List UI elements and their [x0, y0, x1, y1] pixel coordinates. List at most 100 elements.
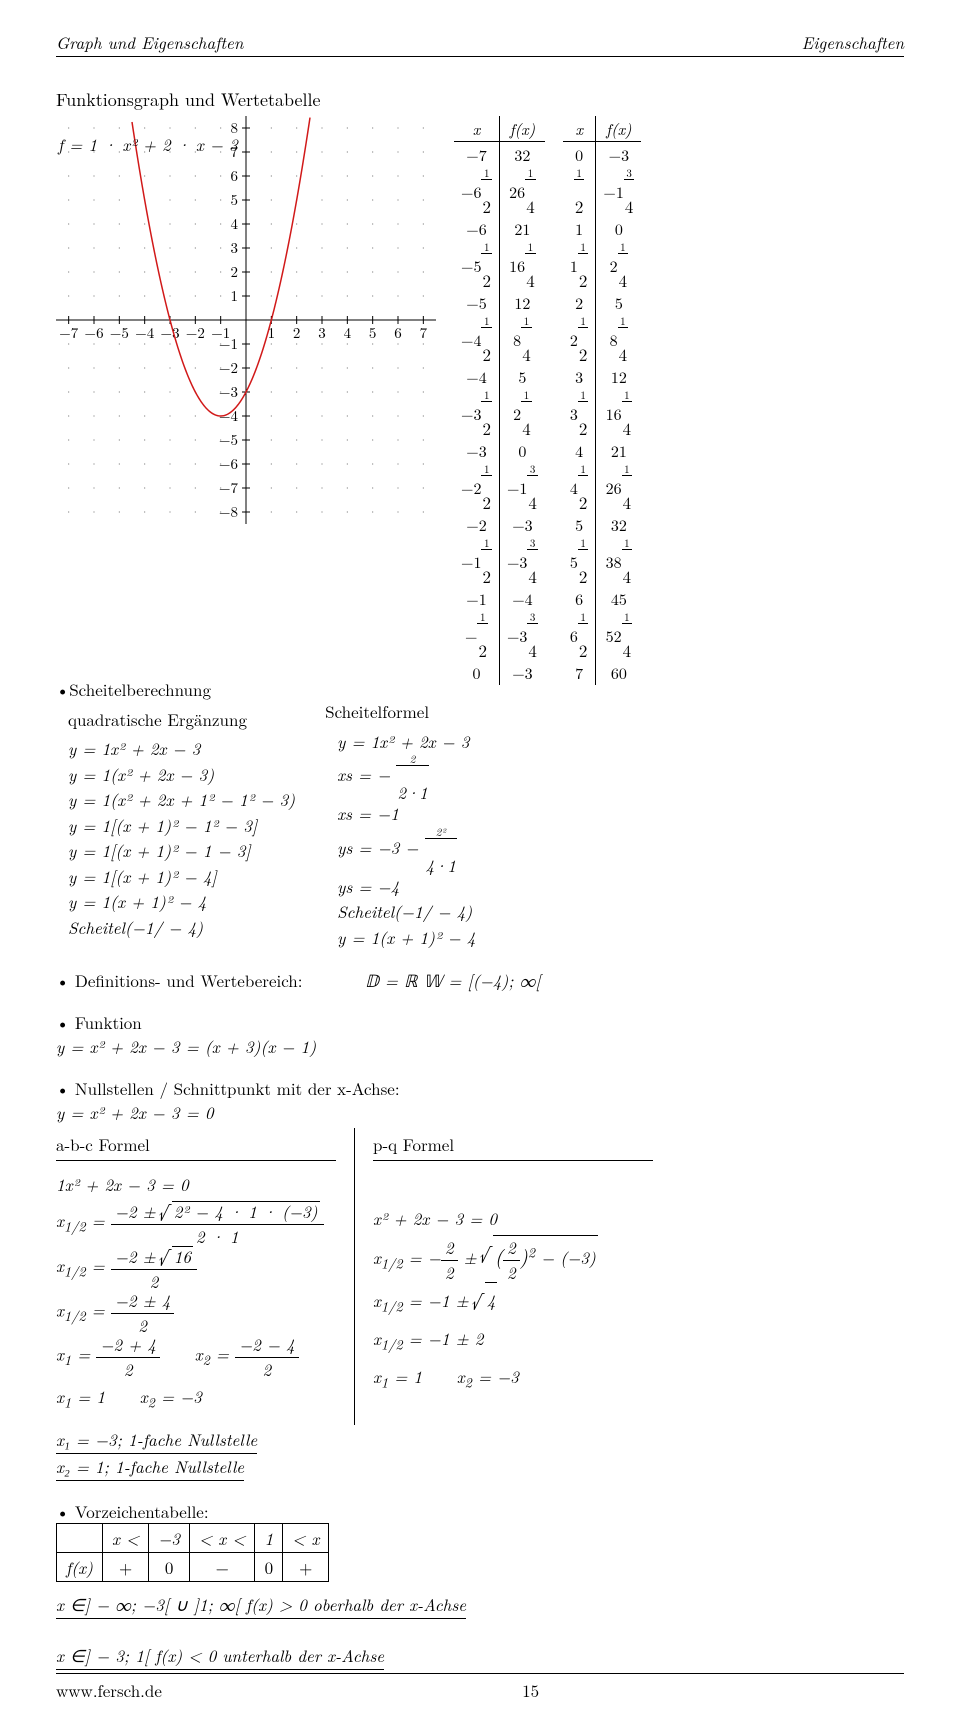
- table1-head-x: x: [454, 116, 499, 142]
- table-cell: 1614: [499, 241, 544, 290]
- svg-text:1: 1: [230, 285, 238, 306]
- table-cell: −2: [454, 512, 499, 537]
- derivation-line: y = 1(x² + 2x − 3): [68, 762, 295, 788]
- table2-head-x: x: [563, 116, 596, 142]
- svg-text:−7: −7: [219, 477, 239, 498]
- table-cell: 0: [499, 438, 544, 463]
- value-table-2: x f(x) 0−312−134101122142521281431231216…: [563, 116, 641, 685]
- derivation-line: xs = −1: [337, 801, 475, 827]
- derivation-line: ys = −4: [337, 874, 475, 900]
- svg-text:−1: −1: [219, 333, 238, 354]
- table-cell: −212: [454, 463, 499, 512]
- table-cell: −3: [499, 660, 544, 685]
- table2-head-fx: f(x): [596, 116, 641, 142]
- svg-text:−4: −4: [135, 322, 155, 343]
- table-cell: 12: [563, 167, 596, 216]
- table-cell: 32: [596, 512, 641, 537]
- table1-head-fx: f(x): [499, 116, 544, 142]
- sign-val: 0: [149, 1553, 190, 1582]
- table-cell: 5214: [596, 611, 641, 660]
- table-cell: 214: [499, 389, 544, 438]
- svg-text:2: 2: [230, 261, 238, 282]
- derivation-line: Scheitel(−1/ − 4): [68, 915, 295, 941]
- table-cell: 0: [596, 216, 641, 241]
- pq-title: p-q Formel: [373, 1132, 653, 1161]
- table-cell: −112: [454, 537, 499, 586]
- formula-line: [373, 1167, 653, 1201]
- funktion-block: • Funktion y = x² + 2x − 3 = (x + 3)(x −…: [56, 1010, 904, 1058]
- table-cell: 512: [563, 537, 596, 586]
- table-cell: 214: [596, 241, 641, 290]
- sign-val: +: [103, 1553, 149, 1582]
- table-cell: 612: [563, 611, 596, 660]
- formula-line: x1 = −2 + 42 x2 = −2 − 42: [56, 1335, 336, 1379]
- scheitel-calc-title-b: quadratische Ergänzung: [56, 707, 295, 733]
- svg-text:4: 4: [230, 213, 238, 234]
- table-cell: 45: [596, 586, 641, 611]
- table-cell: −4: [499, 586, 544, 611]
- svg-text:1: 1: [268, 322, 276, 343]
- sign-line-1: x ∈] − ∞; −3[ ∪ ]1; ∞[ f(x) > 0 oberhalb…: [56, 1592, 466, 1619]
- svg-text:−7: −7: [59, 322, 79, 343]
- table-cell: −312: [454, 389, 499, 438]
- table-cell: 412: [563, 463, 596, 512]
- header-right: Eigenschaften: [802, 30, 904, 54]
- abc-title: a-b-c Formel: [56, 1132, 336, 1161]
- table-cell: 5: [563, 512, 596, 537]
- svg-text:4: 4: [344, 322, 352, 343]
- table-cell: −512: [454, 241, 499, 290]
- section-title: Funktionsgraph und Wertetabelle: [56, 87, 904, 112]
- table-cell: 7: [563, 660, 596, 685]
- formula-line: x1/2 = −2 ± 2² − 4 · 1 · (−3)2 · 1: [56, 1201, 336, 1246]
- derivation-line: ys = −3 − 2²4·1: [337, 827, 475, 874]
- derivation-line: Scheitel(−1/ − 4): [337, 899, 475, 925]
- scheitelformel-title: Scheitelformel: [325, 699, 475, 725]
- formula-line: x² + 2x − 3 = 0: [373, 1201, 653, 1235]
- formula-line: x1/2 = −2 ± 42: [56, 1291, 336, 1335]
- svg-text:6: 6: [394, 322, 402, 343]
- table-cell: 5: [596, 290, 641, 315]
- table-cell: 21: [596, 438, 641, 463]
- table-cell: 12: [596, 364, 641, 389]
- svg-text:−6: −6: [219, 453, 238, 474]
- sign-col: < x <: [189, 1524, 255, 1553]
- derivation-line: y = 1(x² + 2x + 1² − 1² − 3): [68, 787, 295, 813]
- table-cell: −1: [454, 586, 499, 611]
- formula-line: x1/2 = −1 ± 4: [373, 1282, 653, 1321]
- table-cell: −7: [454, 142, 499, 168]
- svg-text:−3: −3: [160, 322, 179, 343]
- sign-val: −: [189, 1553, 255, 1582]
- table-cell: −334: [499, 611, 544, 660]
- derivation-line: y = 1[(x + 1)² − 1 − 3]: [68, 838, 295, 864]
- def-wertebereich: • Definitions- und Wertebereich: 𝔻 = ℝ 𝕎…: [56, 968, 904, 992]
- formula-line: x1 = 1 x2 = −3: [56, 1379, 336, 1417]
- function-chart: −7−6−5−4−3−2−11234567−8−7−6−5−4−3−2−1123…: [56, 116, 436, 524]
- svg-text:5: 5: [369, 322, 377, 343]
- table-cell: −334: [499, 537, 544, 586]
- table-cell: 112: [563, 241, 596, 290]
- table-cell: 312: [563, 389, 596, 438]
- table-cell: 5: [499, 364, 544, 389]
- nullstellen-block: • Nullstellen / Schnittpunkt mit der x-A…: [56, 1076, 904, 1481]
- derivation-line: y = 1(x + 1)² − 4: [337, 925, 475, 951]
- svg-text:7: 7: [420, 322, 428, 343]
- table-cell: 1: [563, 216, 596, 241]
- table-cell: 3: [563, 364, 596, 389]
- table-cell: −412: [454, 315, 499, 364]
- formula-line: x1 = 1 x2 = −3: [373, 1359, 653, 1397]
- svg-text:3: 3: [230, 237, 238, 258]
- sign-val: 0: [255, 1553, 283, 1582]
- derivation-line: xs = − 22·1: [337, 754, 475, 801]
- vertex-derivations: •Scheitelberechnung quadratische Ergänzu…: [56, 677, 904, 950]
- table-cell: −134: [596, 167, 641, 216]
- table-cell: 2614: [596, 463, 641, 512]
- formula-line: 1x² + 2x − 3 = 0: [56, 1167, 336, 1201]
- vorzeichen-block: • Vorzeichentabelle: x <−3< x <1< x f(x)…: [56, 1499, 904, 1670]
- svg-text:3: 3: [318, 322, 326, 343]
- table-cell: 60: [596, 660, 641, 685]
- table-cell: 32: [499, 142, 544, 168]
- table-cell: 2614: [499, 167, 544, 216]
- value-table-1: x f(x) −732−6122614−621−5121614−512−4128…: [454, 116, 545, 685]
- table-cell: −3: [454, 438, 499, 463]
- sign-col: x <: [103, 1524, 149, 1553]
